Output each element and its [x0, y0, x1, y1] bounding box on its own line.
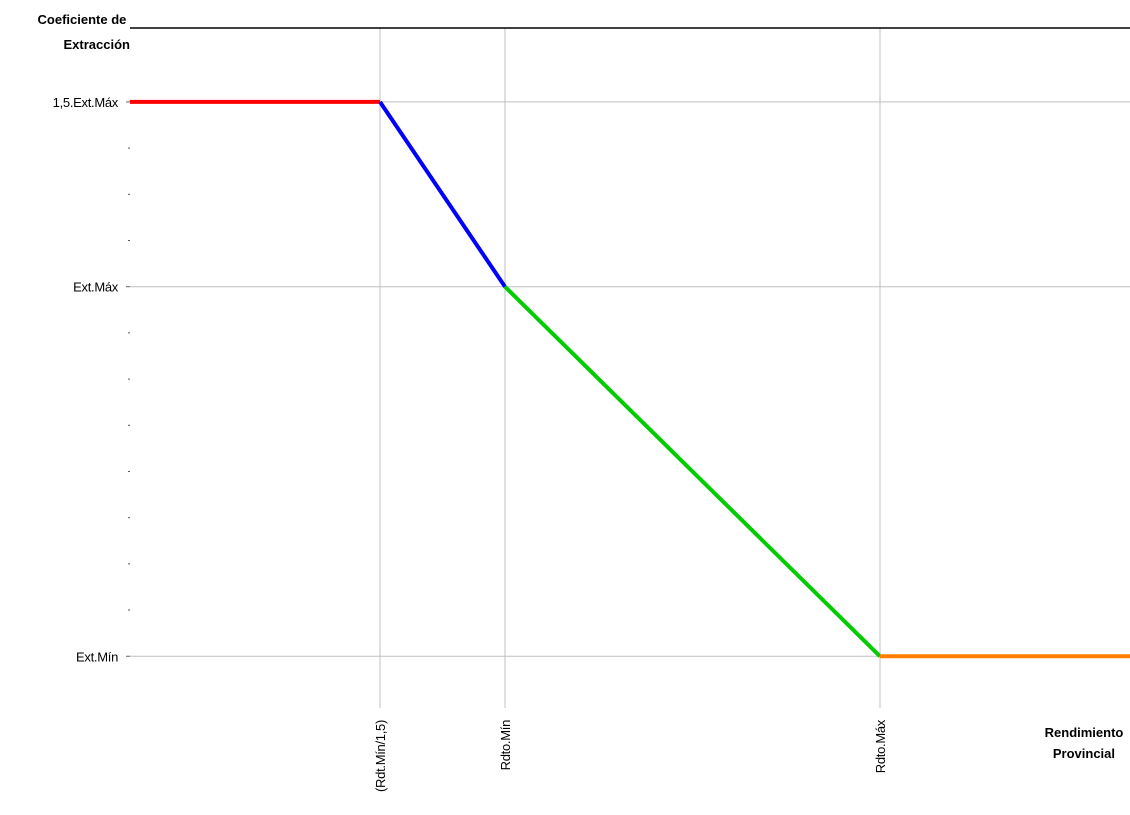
y-tick-label: Ext.Mín — [76, 649, 118, 664]
x-tick-label: (Rdt.Mín/1,5) — [373, 720, 388, 792]
grid-lines — [130, 28, 1130, 708]
x-axis-title-line-2: Provincial — [1053, 746, 1115, 761]
tick-labels: 1,5.Ext.Máx Ext.Máx Ext.Mín (Rdt.Mín/1,5) Rd… — [53, 95, 888, 792]
axes — [126, 27, 1130, 657]
data-series — [130, 99, 1130, 659]
x-axis-title-line-1: Rendimiento — [1045, 725, 1124, 740]
series-segment-2 — [378, 100, 507, 288]
y-axis-title: Coeficiente de Extracción — [38, 12, 131, 52]
y-axis-title-line-1: Coeficiente de — [38, 12, 127, 27]
x-axis-title: Rendimiento Provincial — [1045, 725, 1127, 761]
y-axis-title-line-2: Extracción — [64, 37, 131, 52]
y-tick-label: Ext.Máx — [73, 280, 119, 295]
series-segment-3 — [503, 285, 882, 658]
y-tick-label: 1,5.Ext.Máx — [53, 95, 119, 110]
x-tick-label: Rdto.Máx — [873, 719, 888, 773]
x-tick-label: Rdto.Mín — [498, 720, 513, 770]
